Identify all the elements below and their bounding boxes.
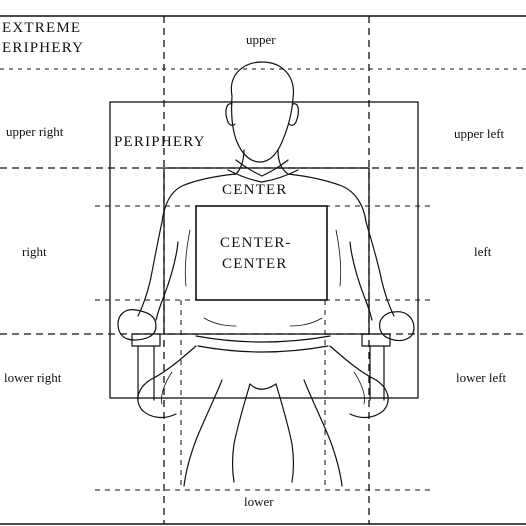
periphery-rect <box>109 101 419 399</box>
center-rect <box>163 167 370 335</box>
zone-rectangles <box>109 101 419 399</box>
right-armrest <box>361 333 391 347</box>
left-armrest <box>131 333 161 347</box>
label-extreme-periphery-2: ERIPHERY <box>2 40 84 56</box>
label-center-center-2: CENTER <box>222 256 288 272</box>
right-hand <box>379 311 415 342</box>
label-periphery: PERIPHERY <box>114 134 206 150</box>
label-extreme-periphery-1: EXTREME <box>2 20 81 36</box>
label-lower-left: lower left <box>456 370 507 385</box>
label-lower-right: lower right <box>4 370 62 385</box>
label-lower: lower <box>244 494 274 509</box>
label-center: CENTER <box>222 182 288 198</box>
left-hand <box>117 309 157 341</box>
seated-person-figure <box>117 61 415 487</box>
label-right: right <box>22 244 47 259</box>
label-center-center-1: CENTER- <box>220 235 292 251</box>
outer-frame <box>0 15 526 525</box>
label-upper-left: upper left <box>454 126 505 141</box>
label-upper: upper <box>246 32 276 47</box>
label-upper-right: upper right <box>6 124 64 139</box>
head-outline <box>230 61 294 163</box>
region-labels: EXTREME ERIPHERY PERIPHERY CENTER CENTER… <box>2 20 507 509</box>
center-center-rect <box>195 205 328 301</box>
label-left: left <box>474 244 492 259</box>
